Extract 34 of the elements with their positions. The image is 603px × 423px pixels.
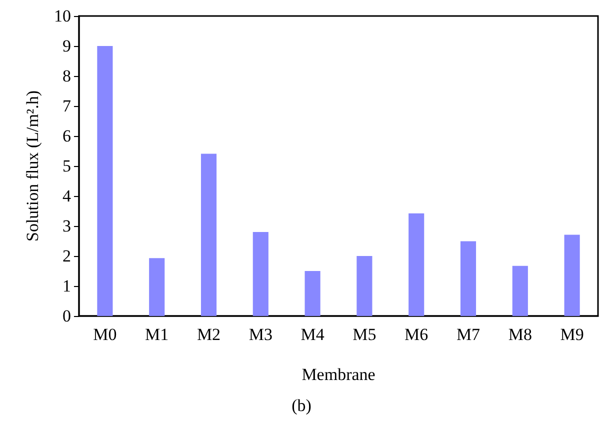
bar bbox=[408, 213, 424, 316]
y-tick-label: 6 bbox=[62, 126, 71, 146]
bar bbox=[564, 234, 580, 316]
x-tick-label: M3 bbox=[248, 325, 272, 344]
y-tick-label: 4 bbox=[62, 186, 72, 206]
y-tick-label: 1 bbox=[62, 276, 71, 296]
x-axis-title: Membrane bbox=[302, 365, 376, 384]
x-tick-label: M1 bbox=[145, 325, 169, 344]
y-tick-label: 7 bbox=[62, 96, 72, 116]
text: (b) bbox=[292, 396, 312, 415]
x-tick-label: M8 bbox=[508, 325, 532, 344]
y-tick-label: 0 bbox=[62, 306, 71, 326]
bar bbox=[304, 271, 320, 316]
x-tick-label: M6 bbox=[404, 325, 428, 344]
y-tick-label: 3 bbox=[62, 216, 71, 236]
bar bbox=[97, 46, 113, 316]
bar bbox=[460, 241, 476, 316]
x-tick-label: M0 bbox=[93, 325, 117, 344]
bar bbox=[200, 154, 217, 316]
y-tick-label: 9 bbox=[62, 36, 71, 56]
y-tick-label: 10 bbox=[54, 6, 71, 26]
x-tick-label: M2 bbox=[196, 325, 221, 344]
x-tick-label: M9 bbox=[560, 325, 584, 344]
y-tick-label: 5 bbox=[62, 156, 71, 176]
x-tick-label: M7 bbox=[456, 325, 481, 344]
bar bbox=[149, 258, 165, 316]
y-tick-label: 8 bbox=[62, 66, 71, 86]
bar bbox=[356, 256, 372, 316]
bar bbox=[512, 266, 528, 316]
x-tick-label: M5 bbox=[352, 325, 376, 344]
bar bbox=[252, 232, 268, 316]
y-axis-title: Solution flux (L/m².h) bbox=[23, 90, 42, 242]
x-tick-label: M4 bbox=[300, 325, 325, 344]
y-tick-label: 2 bbox=[62, 246, 71, 266]
